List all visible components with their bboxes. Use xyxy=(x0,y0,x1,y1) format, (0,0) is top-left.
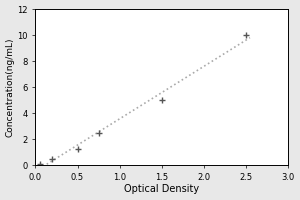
X-axis label: Optical Density: Optical Density xyxy=(124,184,199,194)
Y-axis label: Concentration(ng/mL): Concentration(ng/mL) xyxy=(6,37,15,137)
